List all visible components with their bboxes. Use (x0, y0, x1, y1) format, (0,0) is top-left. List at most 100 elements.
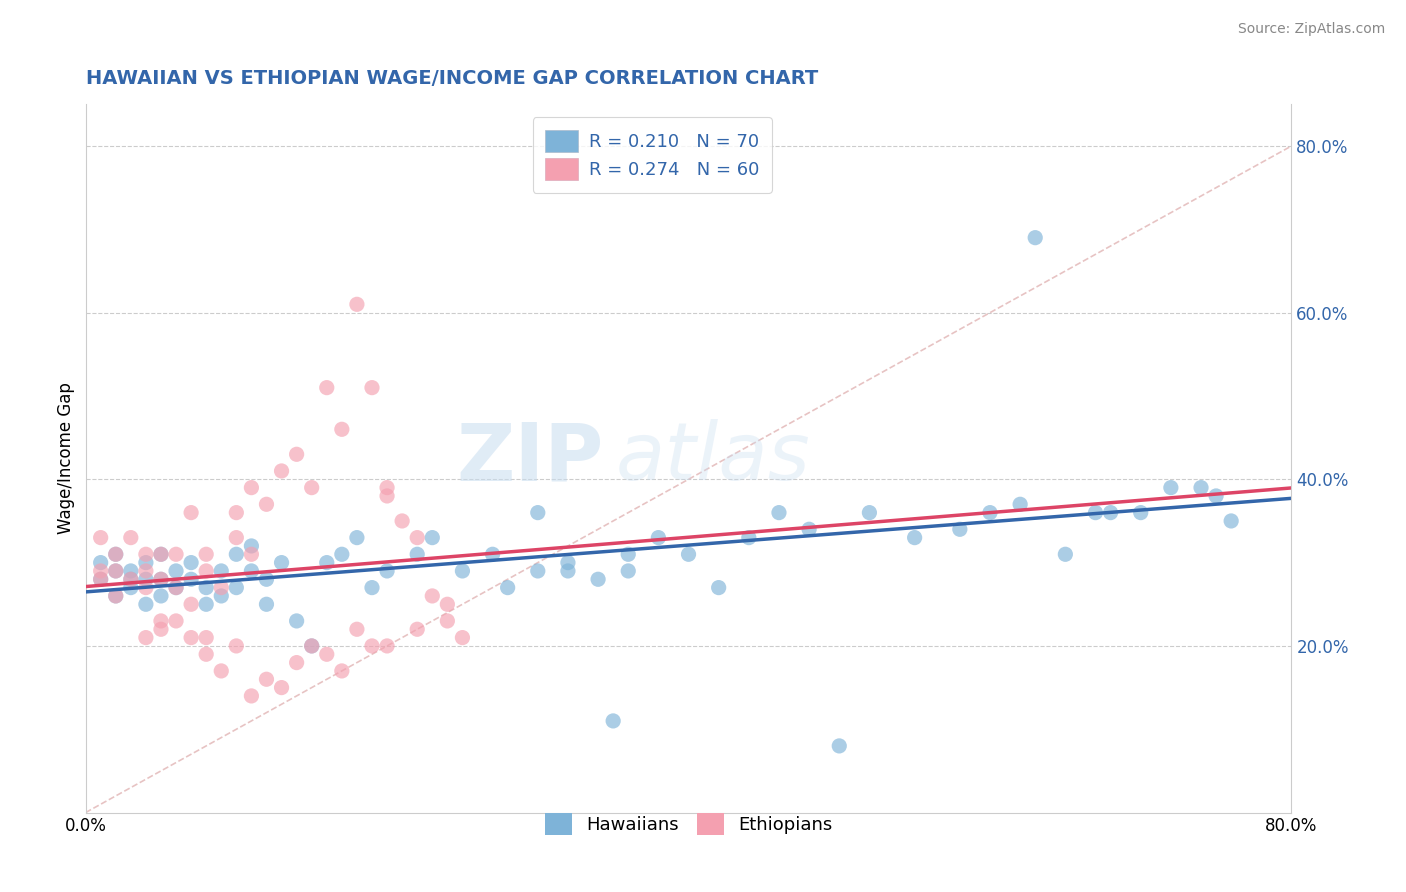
Point (330, 664, 353, 678)
Point (436, 597, 458, 611)
Legend: Hawaiians, Ethiopians: Hawaiians, Ethiopians (537, 806, 839, 843)
Point (195, 647, 218, 661)
Point (104, 564, 127, 578)
Point (315, 381, 337, 395)
Point (904, 531, 927, 545)
Point (120, 531, 142, 545)
Point (90, 556, 112, 570)
Text: HAWAIIAN VS ETHIOPIAN WAGE/INCOME GAP CORRELATION CHART: HAWAIIAN VS ETHIOPIAN WAGE/INCOME GAP CO… (86, 69, 818, 87)
Point (135, 631, 157, 645)
Point (180, 572, 202, 586)
Point (1160, 481, 1182, 495)
Point (104, 564, 127, 578)
Point (149, 589, 172, 603)
Point (602, 714, 624, 728)
Point (1220, 514, 1243, 528)
Point (451, 564, 474, 578)
Point (135, 597, 157, 611)
Point (120, 572, 142, 586)
Point (209, 664, 232, 678)
Point (149, 614, 172, 628)
Point (104, 589, 127, 603)
Point (270, 556, 292, 570)
Point (195, 547, 218, 561)
Point (135, 581, 157, 595)
Point (120, 581, 142, 595)
Point (406, 531, 429, 545)
Point (481, 547, 503, 561)
Y-axis label: Wage/Income Gap: Wage/Income Gap (58, 383, 75, 534)
Point (707, 581, 730, 595)
Point (361, 381, 384, 395)
Point (149, 572, 172, 586)
Point (240, 564, 263, 578)
Point (1024, 230, 1046, 244)
Point (180, 597, 202, 611)
Point (391, 514, 413, 528)
Point (557, 564, 579, 578)
Point (330, 422, 353, 436)
Point (240, 481, 263, 495)
Point (361, 639, 384, 653)
Point (1010, 497, 1032, 511)
Point (315, 556, 337, 570)
Point (135, 572, 157, 586)
Text: Source: ZipAtlas.com: Source: ZipAtlas.com (1237, 22, 1385, 37)
Point (225, 581, 247, 595)
Point (240, 539, 263, 553)
Point (285, 447, 308, 461)
Point (1189, 481, 1212, 495)
Point (526, 564, 548, 578)
Point (149, 572, 172, 586)
Point (375, 489, 398, 503)
Point (617, 564, 640, 578)
Point (104, 589, 127, 603)
Point (647, 531, 669, 545)
Point (526, 506, 548, 520)
Point (436, 614, 458, 628)
Point (104, 547, 127, 561)
Point (225, 506, 247, 520)
Point (1099, 506, 1122, 520)
Text: atlas: atlas (616, 419, 811, 498)
Point (180, 631, 202, 645)
Point (1054, 547, 1077, 561)
Point (301, 639, 323, 653)
Point (586, 572, 609, 586)
Point (256, 673, 278, 687)
Point (90, 572, 112, 586)
Point (90, 572, 112, 586)
Point (1205, 489, 1227, 503)
Point (557, 556, 579, 570)
Point (165, 547, 187, 561)
Point (617, 547, 640, 561)
Point (270, 681, 292, 695)
Point (1129, 506, 1152, 520)
Point (979, 506, 1001, 520)
Point (256, 572, 278, 586)
Point (149, 547, 172, 561)
Point (195, 597, 218, 611)
Point (195, 581, 218, 595)
Point (135, 564, 157, 578)
Point (165, 614, 187, 628)
Point (315, 647, 337, 661)
Point (195, 564, 218, 578)
Point (330, 547, 353, 561)
Point (285, 614, 308, 628)
Point (104, 547, 127, 561)
Point (375, 564, 398, 578)
Point (135, 547, 157, 561)
Point (420, 589, 443, 603)
Point (420, 531, 443, 545)
Point (285, 656, 308, 670)
Point (301, 639, 323, 653)
Point (678, 547, 700, 561)
Point (256, 597, 278, 611)
Point (195, 631, 218, 645)
Point (949, 522, 972, 536)
Point (225, 639, 247, 653)
Point (149, 547, 172, 561)
Point (346, 297, 368, 311)
Point (346, 622, 368, 636)
